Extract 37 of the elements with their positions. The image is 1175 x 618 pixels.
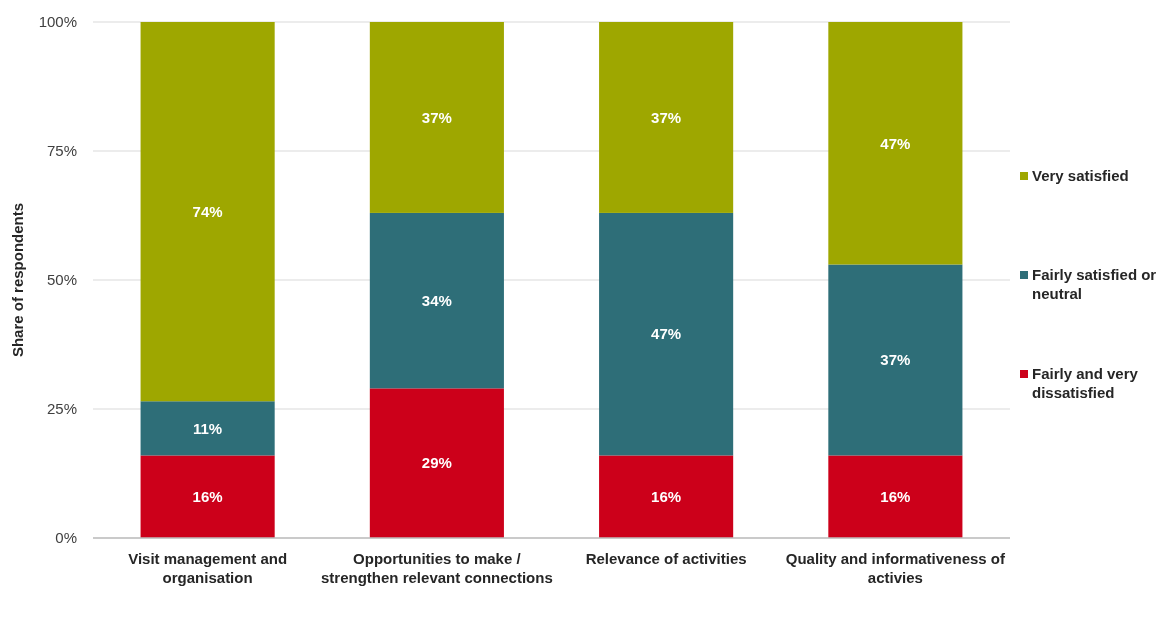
bar — [828, 22, 963, 265]
y-tick-label: 100% — [38, 13, 77, 31]
data-label: 34% — [421, 291, 452, 309]
data-label: 16% — [192, 487, 223, 505]
x-tick-label: Relevance of activities — [585, 550, 747, 567]
bar — [828, 264, 963, 456]
bar — [369, 212, 504, 389]
data-label: 47% — [880, 134, 911, 152]
data-label: 29% — [421, 454, 452, 472]
y-tick-label: 25% — [46, 400, 77, 418]
data-label: 16% — [880, 487, 911, 505]
x-tick-label: Quality and informativeness of activies — [785, 550, 1006, 586]
data-label: 37% — [880, 351, 911, 369]
legend-label: Fairly and very dissatisfied — [1032, 365, 1139, 401]
bar — [140, 401, 275, 456]
legend-label: Fairly satisfied or neutral — [1032, 266, 1157, 302]
data-label: 16% — [651, 487, 682, 505]
legend-label: Very satisfied — [1032, 167, 1129, 184]
x-tick-label: Visit management and organisation — [128, 550, 288, 586]
y-tick-label: 0% — [55, 529, 77, 547]
bar — [369, 22, 504, 213]
data-label: 37% — [651, 108, 682, 126]
bar — [599, 212, 734, 456]
bar — [140, 455, 275, 538]
data-label: 11% — [193, 419, 223, 437]
bar — [828, 455, 963, 538]
bar — [369, 388, 504, 538]
bar — [599, 455, 734, 538]
x-tick-label: Opportunities to make / strengthen relevant connections — [321, 550, 553, 586]
y-tick-label: 75% — [46, 142, 77, 160]
data-label: 74% — [192, 202, 223, 220]
bar — [140, 22, 275, 402]
y-axis-title: Share of respondents — [9, 202, 26, 358]
data-label: 47% — [651, 325, 682, 343]
data-label: 37% — [421, 108, 452, 126]
y-tick-label: 50% — [46, 271, 77, 289]
bar — [599, 22, 734, 213]
